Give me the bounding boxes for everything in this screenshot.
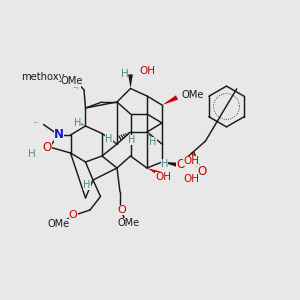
Text: H: H bbox=[121, 69, 128, 80]
Text: O: O bbox=[69, 210, 78, 220]
Polygon shape bbox=[128, 74, 133, 88]
Text: N: N bbox=[53, 128, 64, 142]
Text: methoxy: methoxy bbox=[57, 221, 63, 223]
Text: H: H bbox=[83, 179, 91, 190]
Text: H: H bbox=[128, 135, 136, 146]
Polygon shape bbox=[77, 121, 85, 126]
Text: H: H bbox=[105, 134, 112, 144]
Text: OMe: OMe bbox=[118, 218, 140, 228]
Text: OH: OH bbox=[183, 155, 199, 166]
Text: O: O bbox=[72, 77, 81, 88]
Text: H: H bbox=[161, 159, 168, 170]
Text: OMe: OMe bbox=[61, 76, 83, 86]
Text: OH: OH bbox=[140, 66, 155, 76]
Text: methoxy: methoxy bbox=[21, 72, 64, 82]
Text: OH: OH bbox=[155, 172, 171, 182]
Text: H: H bbox=[74, 118, 81, 128]
Text: OMe: OMe bbox=[182, 89, 204, 100]
Text: OMe: OMe bbox=[47, 219, 70, 230]
Polygon shape bbox=[147, 168, 161, 176]
Text: O: O bbox=[197, 165, 206, 178]
Text: O: O bbox=[176, 158, 185, 171]
Text: O: O bbox=[43, 141, 52, 154]
Text: OH: OH bbox=[183, 173, 199, 184]
Text: methoxy
O: methoxy O bbox=[74, 86, 80, 89]
Polygon shape bbox=[162, 95, 178, 105]
Text: methyl: methyl bbox=[34, 122, 38, 123]
Text: H: H bbox=[149, 136, 157, 147]
Text: H: H bbox=[28, 148, 35, 159]
Polygon shape bbox=[162, 162, 179, 167]
Text: O: O bbox=[117, 205, 126, 215]
Polygon shape bbox=[85, 180, 93, 186]
